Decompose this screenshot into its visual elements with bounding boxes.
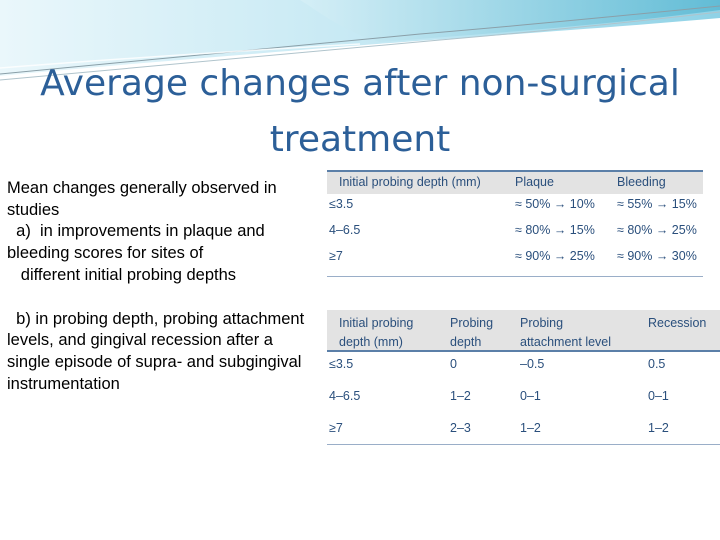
cell-attachment-level: 1–2 xyxy=(520,421,541,435)
cell-probing-depth: 2–3 xyxy=(450,421,471,435)
table-row: ≤3.5 ≈ 50% → 10% ≈ 55% → 15% xyxy=(327,192,703,218)
header-bleeding: Bleeding xyxy=(617,175,666,189)
paragraph-b: b) in probing depth, probing attachment … xyxy=(7,309,309,393)
cell-bleeding: ≈ 80% → 25% xyxy=(617,223,697,237)
table-divider xyxy=(327,276,703,277)
table-row: 4–6.5 1–2 0–1 0–1 xyxy=(327,382,720,412)
cell-initial-depth: 4–6.5 xyxy=(329,389,361,403)
cell-bleeding: ≈ 90% → 30% xyxy=(617,249,697,263)
cell-attachment-level: –0.5 xyxy=(520,357,545,371)
header-recession: Recession xyxy=(648,316,707,330)
cell-depth: ≥7 xyxy=(329,249,343,263)
table-divider xyxy=(327,444,720,445)
cell-plaque: ≈ 80% → 15% xyxy=(515,223,595,237)
header-plaque: Plaque xyxy=(515,175,554,189)
table-row: ≥7 2–3 1–2 1–2 xyxy=(327,414,720,444)
cell-depth: 4–6.5 xyxy=(329,223,361,237)
cell-initial-depth: ≥7 xyxy=(329,421,343,435)
slide-title: Average changes after non-surgical treat… xyxy=(40,63,680,160)
paragraph-a: Mean changes generally observed in studi… xyxy=(7,179,277,284)
cell-recession: 0–1 xyxy=(648,389,669,403)
header-initial-probing-depth: Initial probing depth (mm) xyxy=(339,175,481,189)
cell-probing-depth: 0 xyxy=(450,357,457,371)
table-row: ≥7 ≈ 90% → 25% ≈ 90% → 30% xyxy=(327,244,703,270)
cell-initial-depth: ≤3.5 xyxy=(329,357,354,371)
cell-plaque: ≈ 50% → 10% xyxy=(515,197,595,211)
probing-recession-table: Initial probing depth (mm) Probing depth… xyxy=(327,310,720,446)
table-row: 4–6.5 ≈ 80% → 15% ≈ 80% → 25% xyxy=(327,218,703,244)
header-probing-attachment-level: Probing attachment level xyxy=(520,316,612,349)
cell-depth: ≤3.5 xyxy=(329,197,354,211)
cell-attachment-level: 0–1 xyxy=(520,389,541,403)
header-probing-depth: Probing depth xyxy=(450,316,494,349)
header-wave-decoration xyxy=(0,0,720,81)
cell-recession: 0.5 xyxy=(648,357,666,371)
table-header: Initial probing depth (mm) Plaque Bleedi… xyxy=(327,170,703,194)
cell-probing-depth: 1–2 xyxy=(450,389,471,403)
plaque-bleeding-table: Initial probing depth (mm) Plaque Bleedi… xyxy=(327,170,703,278)
cell-bleeding: ≈ 55% → 15% xyxy=(617,197,697,211)
table-header: Initial probing depth (mm) Probing depth… xyxy=(327,310,720,352)
cell-plaque: ≈ 90% → 25% xyxy=(515,249,595,263)
cell-recession: 1–2 xyxy=(648,421,669,435)
table-row: ≤3.5 0 –0.5 0.5 xyxy=(327,350,720,380)
body-text: Mean changes generally observed in studi… xyxy=(7,178,307,395)
header-initial-probing-depth: Initial probing depth (mm) xyxy=(339,316,414,349)
